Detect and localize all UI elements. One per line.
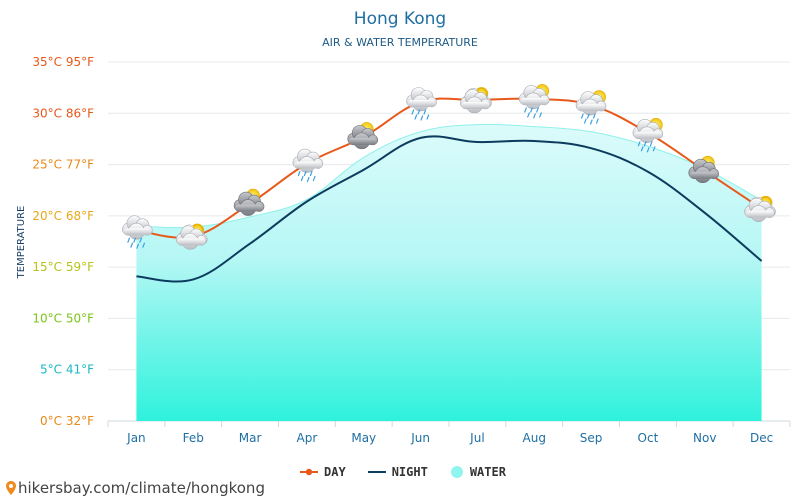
legend-item-day[interactable]: DAY: [300, 465, 346, 479]
y-tick-label: 0°C 32°F: [40, 414, 94, 428]
legend-water-label: WATER: [469, 465, 506, 479]
rain-sun-cloud-icon: [518, 84, 550, 119]
y-axis-ticks: 35°C 95°F 30°C 86°F 25°C 77°F 20°C 68°F 15°C…: [32, 55, 94, 428]
chart-subtitle: AIR & WATER TEMPERATURE: [322, 36, 478, 49]
location-pin-icon: [6, 481, 16, 495]
x-axis: Jan Feb Mar Apr May Jun Jul Aug Sep Oct Nov Dec: [107, 421, 791, 445]
legend: DAY NIGHT WATER: [300, 462, 506, 482]
x-tick-label: Jun: [410, 431, 430, 445]
sun-cloud-icon: [175, 223, 208, 250]
x-tick-label: Jan: [126, 431, 146, 445]
sun-dark-cloud-icon: [233, 188, 265, 216]
legend-water-dot-icon: [450, 466, 463, 478]
legend-item-night[interactable]: NIGHT: [367, 465, 428, 479]
y-tick-label: 20°C 68°F: [32, 209, 94, 223]
sun-cloud-icon: [744, 195, 776, 222]
y-tick-label: 35°C 95°F: [32, 55, 94, 69]
legend-night-line-icon: [367, 471, 386, 473]
y-tick-label: 5°C 41°F: [40, 363, 94, 377]
legend-item-water[interactable]: WATER: [450, 465, 506, 479]
legend-day-line-icon: [300, 468, 318, 476]
water-series: [136, 123, 762, 421]
y-tick-label: 30°C 86°F: [32, 106, 94, 120]
x-tick-label: Apr: [297, 431, 318, 445]
water-area: [136, 124, 762, 421]
water-line: [136, 123, 762, 229]
x-tick-label: May: [351, 431, 376, 445]
legend-night-label: NIGHT: [391, 465, 428, 479]
y-tick-label: 25°C 77°F: [32, 158, 94, 172]
x-tick-label: Mar: [239, 431, 262, 445]
sun-dark-cloud-icon: [688, 155, 720, 184]
x-tick-label: Jul: [469, 431, 484, 445]
rain-cloud-icon: [122, 215, 153, 249]
x-tick-label: Feb: [183, 431, 204, 445]
x-tick-label: Oct: [638, 431, 659, 445]
legend-day-label: DAY: [324, 465, 346, 479]
sun-dark-cloud-icon: [347, 122, 379, 150]
chart: Hong Kong AIR & WATER TEMPERATURE TEMPER…: [16, 9, 791, 445]
y-tick-label: 10°C 50°F: [32, 311, 94, 325]
chart-title: Hong Kong: [354, 9, 446, 29]
sun-cloud-icon: [460, 87, 492, 114]
rain-cloud-icon: [406, 87, 437, 121]
x-tick-label: Dec: [750, 431, 773, 445]
rain-sun-cloud-icon: [575, 90, 607, 125]
x-tick-label: Nov: [693, 431, 716, 445]
rain-cloud-icon: [292, 148, 324, 183]
night-line: [136, 135, 763, 283]
y-axis-label: TEMPERATURE: [16, 206, 27, 280]
weather-icons: [122, 84, 776, 250]
night-series: [136, 135, 763, 283]
y-tick-label: 15°C 59°F: [32, 260, 94, 274]
x-tick-label: Aug: [523, 431, 546, 445]
x-tick-label: Sep: [580, 431, 603, 445]
source-text: hikersbay.com/climate/hongkong: [18, 479, 265, 497]
rain-sun-cloud-icon: [632, 117, 664, 153]
source-link[interactable]: hikersbay.com/climate/hongkong: [6, 479, 265, 497]
